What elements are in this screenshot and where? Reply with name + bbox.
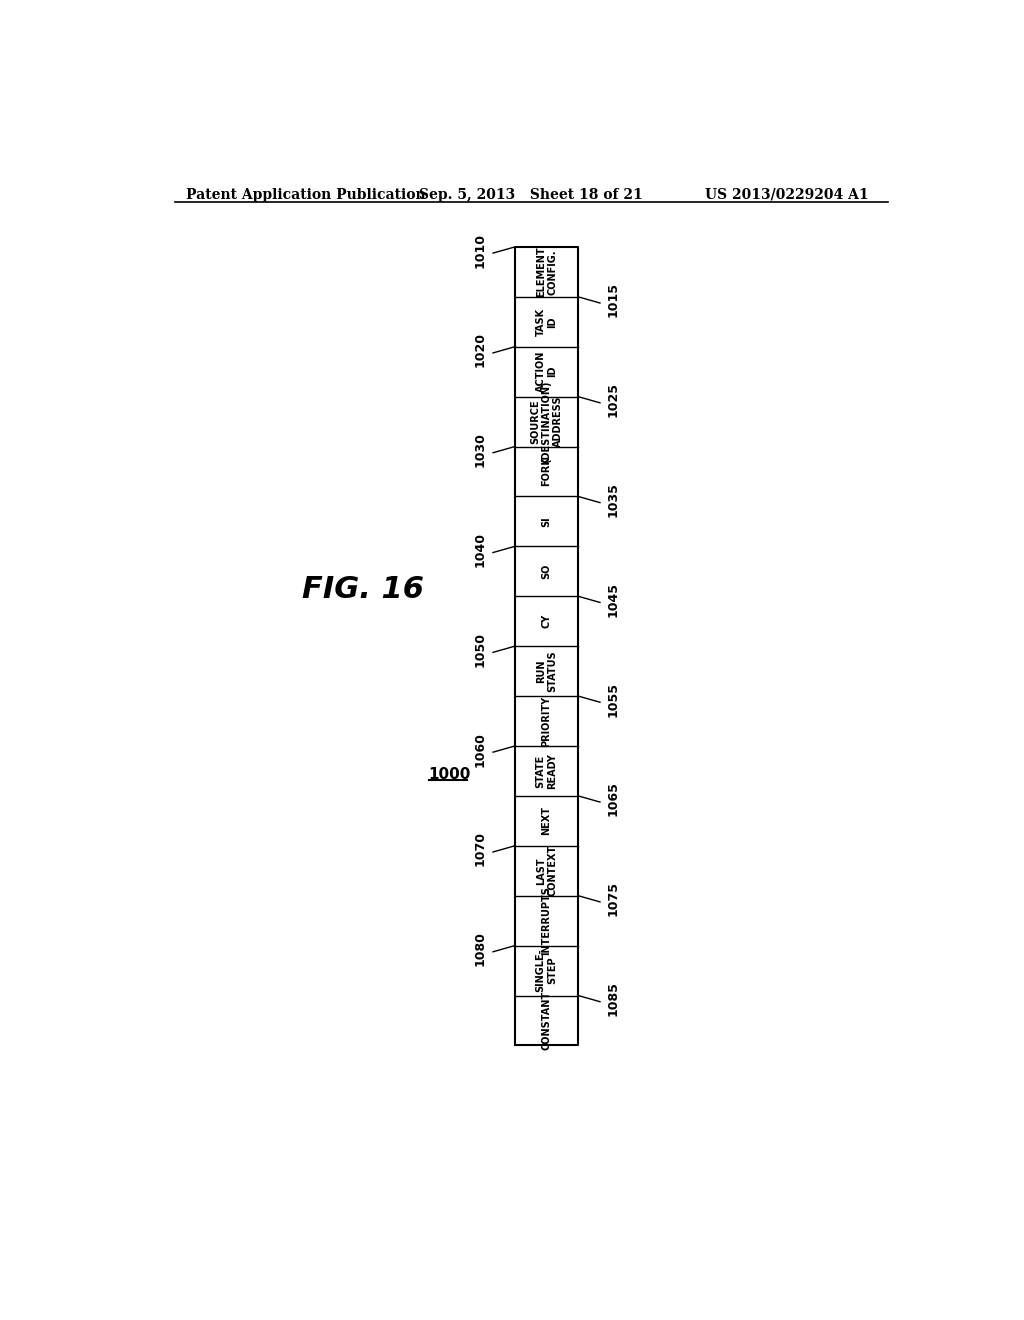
Text: SINGLE-
STEP: SINGLE- STEP xyxy=(536,949,557,993)
Text: US 2013/0229204 A1: US 2013/0229204 A1 xyxy=(706,187,869,202)
Text: CONSTANT: CONSTANT xyxy=(542,991,552,1049)
Text: 1035: 1035 xyxy=(606,482,620,517)
Text: 1025: 1025 xyxy=(606,383,620,417)
Text: 1030: 1030 xyxy=(474,432,486,467)
Text: PRIORITY: PRIORITY xyxy=(542,696,552,747)
Text: 1085: 1085 xyxy=(606,981,620,1016)
Text: 1010: 1010 xyxy=(474,232,486,268)
Text: SO: SO xyxy=(542,564,552,579)
Text: 1060: 1060 xyxy=(474,731,486,767)
Text: SI: SI xyxy=(542,516,552,527)
Text: 1040: 1040 xyxy=(474,532,486,568)
Text: 1070: 1070 xyxy=(474,832,486,866)
Text: ELEMENT
CONFIG.: ELEMENT CONFIG. xyxy=(536,247,557,297)
Text: ACTION
ID: ACTION ID xyxy=(536,351,557,392)
Text: RUN
STATUS: RUN STATUS xyxy=(536,651,557,692)
Text: Patent Application Publication: Patent Application Publication xyxy=(186,187,426,202)
Text: LAST
CONTEXT: LAST CONTEXT xyxy=(536,845,557,896)
Text: NEXT: NEXT xyxy=(542,807,552,836)
Text: 1080: 1080 xyxy=(474,932,486,966)
Text: Sep. 5, 2013   Sheet 18 of 21: Sep. 5, 2013 Sheet 18 of 21 xyxy=(419,187,642,202)
Text: FIG. 16: FIG. 16 xyxy=(302,576,424,605)
Text: CY: CY xyxy=(542,614,552,628)
Text: SOURCE
(DESTINATION)
ADDRESS: SOURCE (DESTINATION) ADDRESS xyxy=(529,380,563,463)
Text: 1065: 1065 xyxy=(606,781,620,817)
Text: 1015: 1015 xyxy=(606,282,620,317)
Text: STATE
READY: STATE READY xyxy=(536,752,557,789)
Text: INTERRUPTS: INTERRUPTS xyxy=(542,886,552,956)
Text: 1055: 1055 xyxy=(606,681,620,717)
Text: 1075: 1075 xyxy=(606,882,620,916)
Text: 1000: 1000 xyxy=(429,767,471,781)
Text: TASK
ID: TASK ID xyxy=(536,308,557,335)
Text: FORK: FORK xyxy=(542,457,552,487)
Text: 1045: 1045 xyxy=(606,582,620,616)
Text: 1020: 1020 xyxy=(474,333,486,367)
Text: 1050: 1050 xyxy=(474,632,486,667)
